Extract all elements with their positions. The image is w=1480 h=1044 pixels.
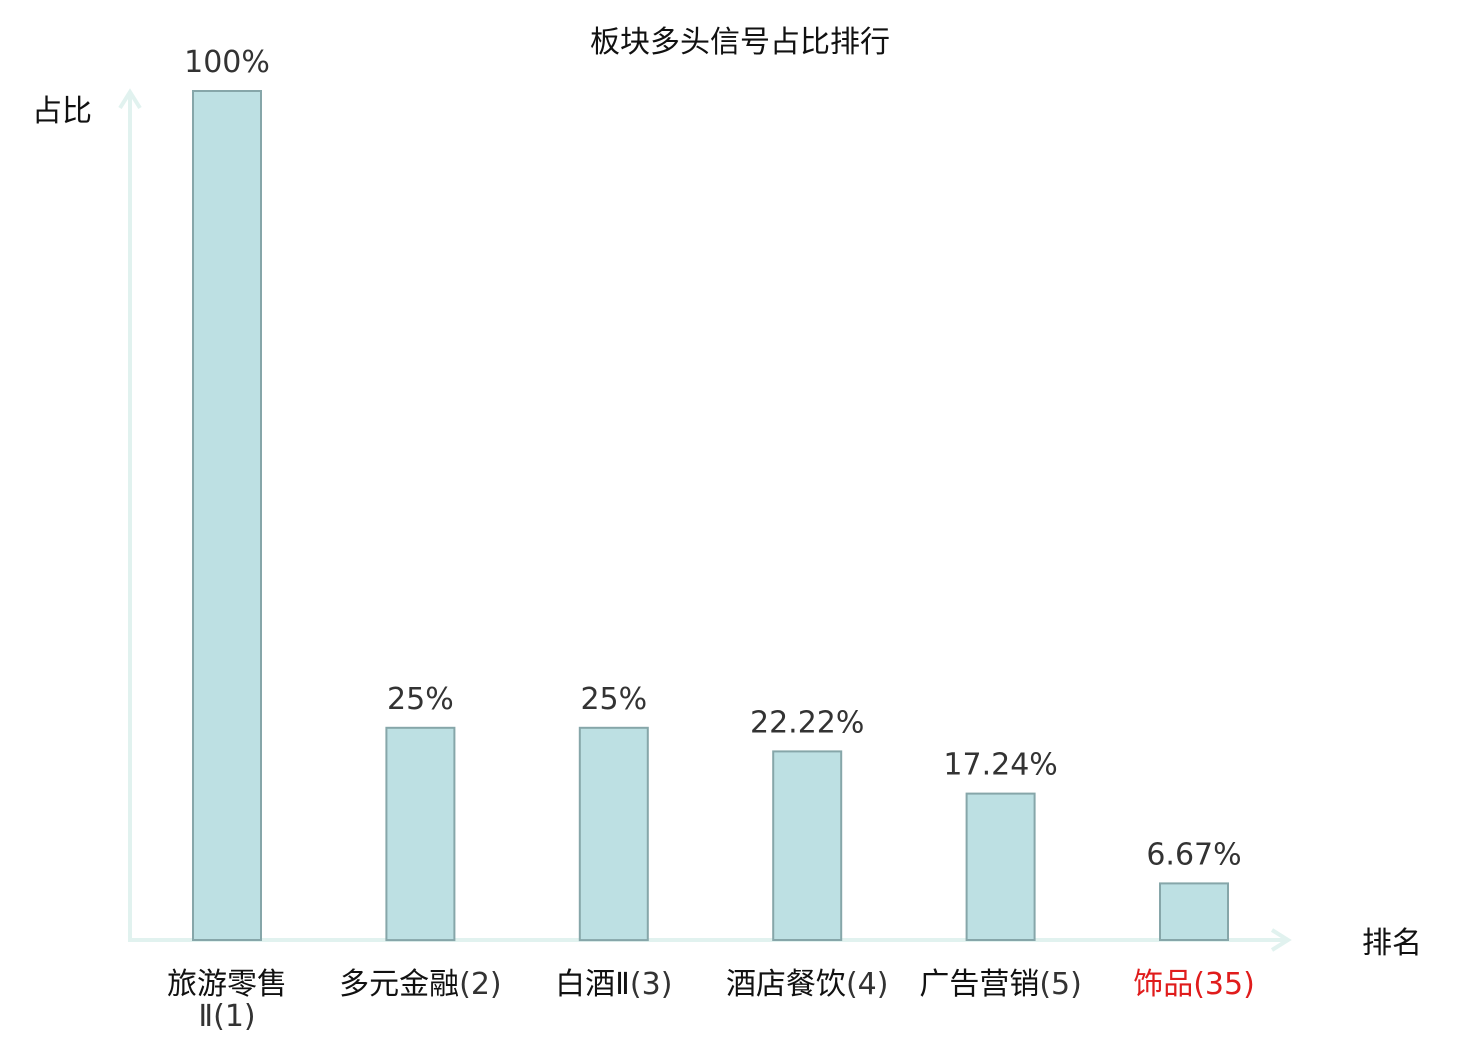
category-name: 多元金融: [339, 967, 459, 1002]
category-rank: (1): [213, 999, 256, 1034]
y-axis-arrow: [118, 88, 142, 110]
bar-3: [578, 726, 649, 942]
bar-value-label-1: 100%: [184, 45, 270, 80]
x-tick-label-4: 酒店餐饮(4): [726, 967, 889, 1002]
bar-5: [965, 792, 1036, 941]
bar-1: [192, 90, 262, 941]
bar-value-label-3: 25%: [580, 682, 647, 717]
category-name: 旅游零售: [167, 967, 287, 1002]
category-name: 广告营销: [919, 967, 1039, 1002]
x-tick-label-3: 白酒Ⅱ(3): [555, 967, 672, 1002]
bar-value-label-2: 25%: [387, 682, 454, 717]
bars: [192, 90, 1229, 942]
category-rank: (3): [630, 967, 673, 1002]
bar-4: [772, 750, 843, 942]
category-rank: (2): [459, 967, 502, 1002]
y-axis: 占比: [32, 88, 142, 940]
x-tick-label-1-line2: Ⅱ(1): [198, 999, 255, 1034]
bar-value-label-4: 22.22%: [750, 705, 864, 740]
x-tick-label-6: 饰品(35): [1133, 967, 1255, 1002]
x-axis-arrow: [1270, 928, 1292, 952]
category-rank: (35): [1193, 967, 1255, 1002]
bar-value-label-6: 6.67%: [1146, 837, 1241, 872]
y-axis-label: 占比: [32, 94, 92, 129]
bar-6: [1159, 882, 1229, 942]
category-rank: (5): [1039, 967, 1082, 1002]
chart-title: 板块多头信号占比排行: [590, 25, 890, 60]
x-axis: 排名: [128, 926, 1422, 961]
bar-value-label-5: 17.24%: [943, 748, 1057, 783]
category-name: 饰品: [1133, 967, 1193, 1002]
x-axis-label: 排名: [1362, 926, 1422, 961]
x-tick-label-2: 多元金融(2): [339, 967, 502, 1002]
category-name-cont: Ⅱ: [198, 999, 213, 1034]
value-labels: 100% 25% 25% 22.22% 17.24% 6.67%: [184, 45, 1242, 872]
category-rank: (4): [846, 967, 889, 1002]
category-name: 白酒Ⅱ: [555, 967, 630, 1002]
category-name: 酒店餐饮: [726, 967, 846, 1002]
bar-2: [385, 726, 456, 942]
x-tick-label-5: 广告营销(5): [919, 967, 1082, 1002]
x-tick-label-1: 旅游零售: [167, 967, 287, 1002]
